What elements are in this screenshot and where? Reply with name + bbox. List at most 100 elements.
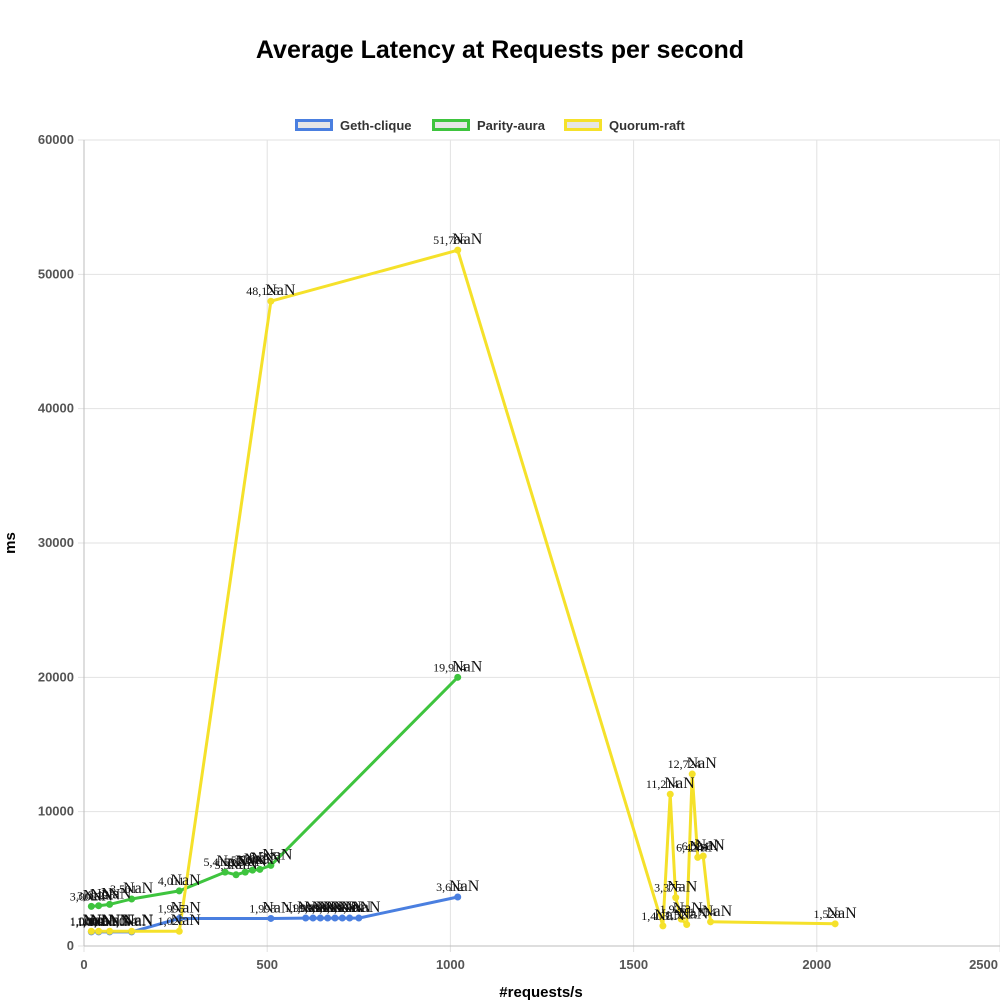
data-label-parity-aura: 5,704NaN (231, 851, 275, 868)
data-label-quorum-raft: 1,925NaN (660, 900, 704, 917)
data-label-geth-clique: 1,998NaN (291, 899, 335, 916)
series-points (87, 246, 839, 936)
data-point-quorum-raft[interactable] (683, 921, 691, 929)
data-label-geth-clique: 1,999NaN (337, 899, 381, 916)
data-label-quorum-raft: 6,424NaN (676, 838, 720, 855)
data-point-quorum-raft[interactable] (95, 927, 103, 935)
data-point-quorum-raft[interactable] (672, 894, 680, 902)
data-label-geth-clique: 1,997NaN (284, 899, 328, 916)
data-point-quorum-raft[interactable] (666, 790, 674, 798)
data-label-geth-clique: 1,999NaN (328, 899, 372, 916)
series-line-parity-aura (91, 676, 459, 908)
data-label-parity-aura: 5,605NaN (224, 853, 268, 870)
data-point-parity-aura[interactable] (249, 866, 257, 874)
data-point-parity-aura[interactable] (128, 895, 136, 903)
data-point-geth-clique[interactable] (309, 914, 317, 922)
x-tick-label: 2500 (969, 957, 998, 972)
data-point-parity-aura[interactable] (95, 902, 103, 910)
data-label-quorum-raft: 1,734NaN (689, 903, 733, 920)
data-label-quorum-raft: 6,584NaN (682, 837, 726, 854)
legend-item-quorum-raft[interactable]: Quorum-raft (564, 114, 685, 136)
data-label-parity-aura: 6,513NaN (249, 846, 293, 863)
data-point-parity-aura[interactable] (106, 900, 114, 908)
data-point-geth-clique[interactable] (346, 914, 354, 922)
data-point-geth-clique[interactable] (302, 914, 310, 922)
data-point-quorum-raft[interactable] (694, 853, 702, 861)
legend-item-geth-clique[interactable]: Geth-clique (295, 114, 412, 136)
data-point-quorum-raft[interactable] (87, 927, 95, 935)
data-point-quorum-raft[interactable] (831, 920, 839, 928)
data-point-quorum-raft[interactable] (677, 915, 685, 923)
data-label-quorum-raft: 3,375NaN (654, 879, 698, 896)
data-label-geth-clique: 1,049NaN (70, 913, 114, 930)
y-tick-label: 50000 (38, 266, 74, 281)
data-label-geth-clique: 1,050NaN (88, 913, 132, 930)
y-tick-label: 30000 (38, 535, 74, 550)
data-point-parity-aura[interactable] (454, 673, 462, 681)
legend-swatch-quorum-raft (564, 119, 602, 131)
data-label-parity-aura: 4,011NaN (158, 872, 201, 889)
x-tick-label: 500 (256, 957, 278, 972)
chart-title: Average Latency at Requests per second (255, 36, 745, 64)
legend: Geth-clique Parity-aura Quorum-raft (0, 114, 1000, 136)
data-label-quorum-raft: 48,125NaN (246, 282, 296, 299)
data-label-quorum-raft: 1,001NaN (70, 912, 114, 929)
data-point-quorum-raft[interactable] (659, 922, 667, 930)
data-point-parity-aura[interactable] (256, 865, 264, 873)
data-point-parity-aura[interactable] (241, 868, 249, 876)
data-point-quorum-raft[interactable] (707, 918, 715, 926)
data-label-parity-aura: 19,914NaN (433, 658, 483, 675)
legend-label: Geth-clique (340, 117, 412, 133)
data-label-quorum-raft: 1,003NaN (88, 912, 132, 929)
y-axis-title: ms (2, 532, 19, 554)
data-point-parity-aura[interactable] (221, 868, 229, 876)
legend-swatch-parity-aura (432, 119, 470, 131)
y-tick-label: 10000 (38, 804, 74, 819)
axes: 0 500 1000 1500 2000 2500 0 10000 20000 30000 4000… (38, 132, 1000, 972)
data-point-geth-clique[interactable] (338, 914, 346, 922)
legend-item-parity-aura[interactable]: Parity-aura (432, 114, 545, 136)
series-line-quorum-raft (91, 248, 836, 933)
data-point-geth-clique[interactable] (175, 914, 183, 922)
data-point-parity-aura[interactable] (267, 861, 275, 869)
data-label-geth-clique: 3,612NaN (436, 878, 480, 895)
data-point-quorum-raft[interactable] (688, 770, 696, 778)
y-tick-label: 20000 (38, 669, 74, 684)
data-point-quorum-raft[interactable] (128, 927, 136, 935)
data-point-geth-clique[interactable] (316, 914, 324, 922)
legend-label: Quorum-raft (609, 117, 685, 133)
data-point-quorum-raft[interactable] (699, 852, 707, 860)
data-label-quorum-raft: 1,025NaN (158, 912, 202, 929)
data-label-quorum-raft: 1,004NaN (110, 912, 154, 929)
data-point-quorum-raft[interactable] (267, 297, 275, 305)
data-label-quorum-raft: 1,002NaN (77, 912, 121, 929)
data-point-quorum-raft[interactable] (175, 927, 183, 935)
x-axis-title: #requests/s (499, 984, 582, 1000)
data-label-geth-clique: 1,998NaN (299, 899, 343, 916)
data-point-quorum-raft[interactable] (106, 927, 114, 935)
data-label-parity-aura: 5,809NaN (238, 850, 282, 867)
data-point-geth-clique[interactable] (324, 914, 332, 922)
data-label-geth-clique: 1,998NaN (306, 899, 350, 916)
data-label-parity-aura: 3,012NaN (77, 887, 121, 904)
data-label-geth-clique: 1,998NaN (321, 899, 365, 916)
data-label-parity-aura: 3,501NaN (110, 880, 154, 897)
data-label-quorum-raft: 51,786NaN (433, 231, 483, 248)
data-label-geth-clique: 1,049NaN (77, 913, 121, 930)
data-point-geth-clique[interactable] (355, 914, 363, 922)
legend-swatch-geth-clique (295, 119, 333, 131)
data-point-geth-clique[interactable] (267, 914, 275, 922)
data-point-quorum-raft[interactable] (454, 246, 462, 254)
data-point-geth-clique[interactable] (331, 914, 339, 922)
series-lines (91, 248, 836, 934)
data-point-parity-aura[interactable] (175, 887, 183, 895)
data-label-parity-aura: 5,518NaN (214, 856, 258, 873)
y-tick-label: 60000 (38, 132, 74, 147)
y-tick-label: 0 (67, 938, 74, 953)
data-point-parity-aura[interactable] (87, 902, 95, 910)
data-point-parity-aura[interactable] (232, 871, 240, 879)
data-labels: 1,049NaN1,049NaN1,050NaN1,050NaN1,995NaN… (70, 231, 857, 930)
data-label-parity-aura: 3,123NaN (88, 885, 132, 902)
data-point-geth-clique[interactable] (454, 893, 462, 901)
